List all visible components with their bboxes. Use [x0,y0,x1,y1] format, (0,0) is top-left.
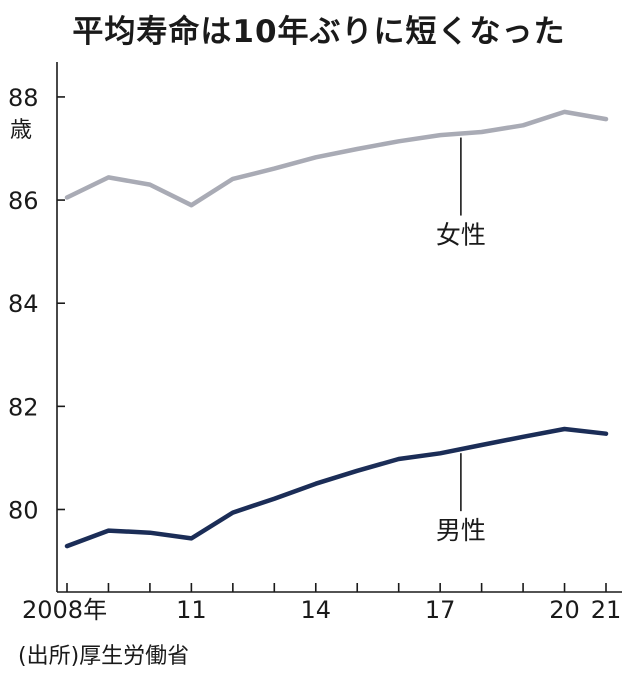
x-axis-ticks: 2008年 11 14 17 20 21 [22,583,621,624]
male-series-label: 男性 [436,516,486,545]
y-tick-label: 88 [8,84,39,112]
y-tick-label: 84 [8,290,39,318]
series-lines [64,109,609,549]
y-tick-label: 82 [8,393,39,421]
source-note: (出所)厚生労働省 [18,644,190,669]
chart-title: 平均寿命は10年ぶりに短くなった [72,14,566,50]
y-tick-label: 80 [8,496,39,524]
y-axis-ticks: 80 82 84 86 88 歳 [8,84,65,524]
x-tick-label: 14 [300,596,331,624]
x-tick-label: 17 [425,596,456,624]
female-series-label: 女性 [436,221,486,250]
x-tick-label: 11 [176,596,207,624]
y-axis-unit: 歳 [10,118,32,143]
axes [56,62,622,593]
female-series-line [64,109,609,208]
x-tick-label: 20 [549,596,580,624]
y-tick-label: 86 [8,187,39,215]
male-series-line [64,426,609,549]
x-tick-label: 2008年 [22,596,107,624]
x-tick-label: 21 [591,596,622,624]
